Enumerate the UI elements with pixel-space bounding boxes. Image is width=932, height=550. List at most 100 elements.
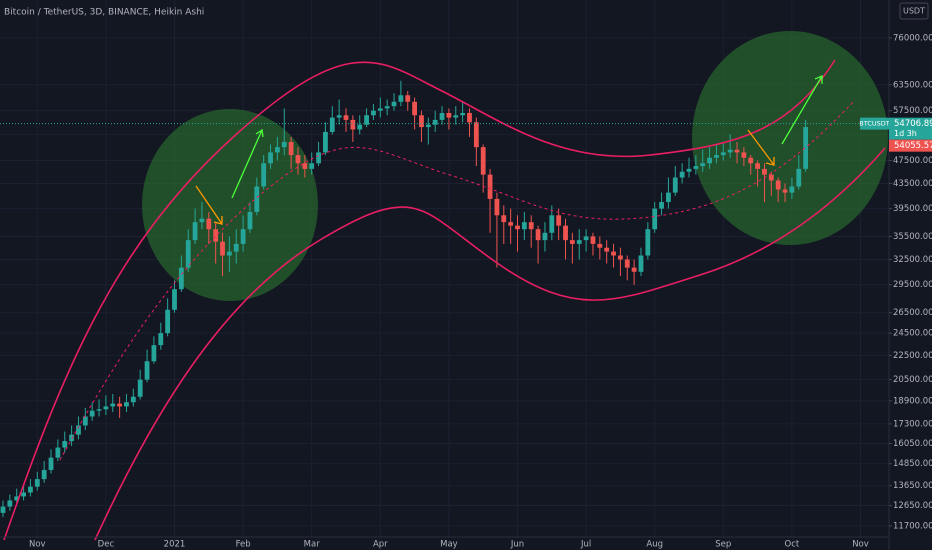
candle-body [124,402,129,407]
candle-body [89,410,95,417]
candle-body [741,152,747,158]
candle-body [69,434,74,442]
candle-body [0,506,6,513]
candle-body [515,225,520,230]
candle-body [316,152,321,164]
candle-body [137,379,143,397]
candle-body [432,119,438,125]
candle-body [679,171,685,178]
candle-body [405,95,411,102]
y-tick-label: 26500.00 [893,308,932,318]
candle-body [213,229,219,242]
y-tick-label: 76000.00 [893,33,932,43]
candle-body [7,500,13,507]
candle-body [583,236,589,241]
candle-body [199,218,205,223]
channel-upper [3,59,836,541]
candle-body [707,157,712,164]
candle-body [762,168,767,175]
y-tick-label: 39500.00 [893,204,932,214]
candle-body [206,218,212,230]
y-tick-label: 47500.00 [893,156,932,166]
y-tick-label: 14850.00 [893,459,932,469]
candle-body [178,267,184,290]
highlight-ellipse [692,31,888,245]
candle-body [158,333,164,346]
x-tick-label: Nov [852,540,869,550]
candle-body [185,240,191,268]
candle-body [659,202,664,209]
candle-body [768,174,774,181]
x-tick-label: 2021 [164,540,186,550]
last-price-badge [889,117,932,140]
candle-body [226,251,232,256]
candle-body [446,112,452,118]
candle-body [34,479,40,487]
currency-label[interactable]: USDT [903,7,925,16]
candle-body [714,155,719,158]
y-tick-label: 11700.00 [893,521,932,531]
candle-body [425,124,431,128]
channel-lower [94,147,886,541]
arrow [781,75,823,145]
candle-body [288,141,294,156]
candle-body [391,101,397,107]
candle-body [604,247,610,252]
candle-body [473,122,479,148]
candle-body [563,225,568,241]
x-tick-label: Oct [785,540,800,550]
x-tick-label: May [440,540,458,550]
candle-body [254,186,260,212]
candle-body [329,117,335,132]
x-tick-label: Feb [236,540,251,550]
candle-body [117,403,123,407]
candle-body [377,108,383,111]
candle-body [734,149,740,153]
x-tick-label: Dec [98,540,115,550]
candle-body [597,243,603,248]
last-price-label: 54706.89 [894,119,932,129]
x-tick-label: Apr [373,540,388,550]
candle-body [590,236,596,244]
candle-body [302,163,308,169]
candle-body [796,168,802,187]
candle-body [268,152,273,164]
chart-title: Bitcoin / TetherUS, 3D, BINANCE, Heikin … [4,8,204,18]
candle-body [28,486,33,493]
candle-body [542,232,548,241]
candle-body [631,267,637,272]
symbol-badge [860,117,889,130]
arrow [231,128,264,199]
candle-body [419,115,424,128]
y-tick-label: 43500.00 [893,179,932,189]
candle-body [782,189,788,193]
candle-body [467,112,472,123]
candle-body [480,147,486,175]
candle-body [686,168,692,172]
candle-body [343,115,349,120]
candle-body [357,124,363,130]
candle-body [275,147,280,153]
candle-body [487,174,493,199]
candle-body [281,141,287,148]
candle-body [151,345,157,362]
candle-body [48,457,54,470]
symbol-label: BTCUSDT [859,120,889,128]
candle-body [508,222,514,226]
candle-body [569,240,575,244]
candle-body [549,215,555,233]
candle-body [638,255,644,272]
candle-body [103,406,109,410]
candle-body [535,229,541,241]
close-line-badge [889,139,932,152]
candle-body [789,186,795,193]
candle-body [261,163,267,187]
currency-button[interactable] [899,2,929,20]
candle-body [14,496,20,501]
y-tick-label: 24500.00 [893,329,932,339]
candle-body [55,447,61,458]
candle-body [76,425,81,435]
candle-body [364,115,369,125]
